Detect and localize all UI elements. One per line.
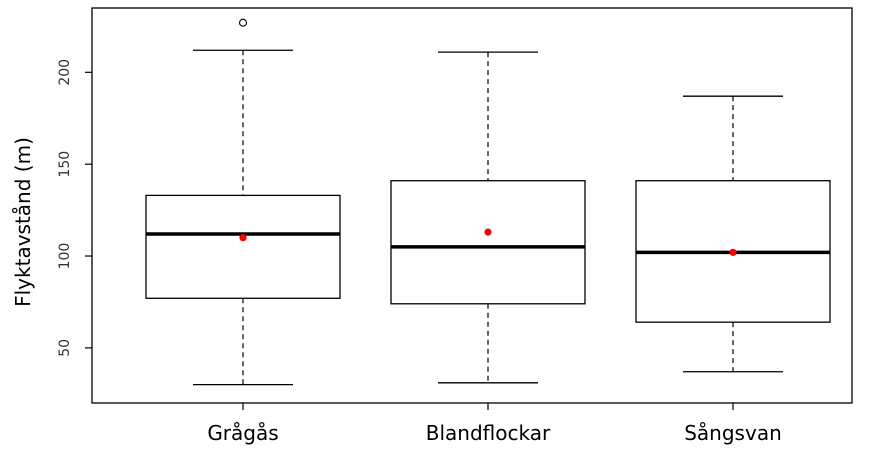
mean-point [729, 248, 737, 256]
plot-area: 50 100 150 200 Grågås Blandflockar Sångsvan [57, 7, 853, 445]
plot-frame [91, 7, 853, 404]
y-axis-label: Flyktavstånd (m) [11, 137, 35, 307]
x-tick-label: Grågås [207, 421, 278, 445]
mean-point [484, 228, 492, 236]
y-tick-label: 150 [57, 151, 73, 178]
iqr-box [145, 194, 341, 299]
x-tick-label: Sångsvan [684, 421, 782, 445]
y-tick-label: 100 [57, 243, 73, 270]
mean-point [239, 234, 247, 242]
y-tick-label: 50 [57, 339, 73, 357]
y-tick-label: 200 [57, 59, 73, 86]
outlier-point [238, 18, 248, 27]
iqr-box [390, 180, 586, 305]
x-tick-label: Blandflockar [426, 421, 551, 445]
